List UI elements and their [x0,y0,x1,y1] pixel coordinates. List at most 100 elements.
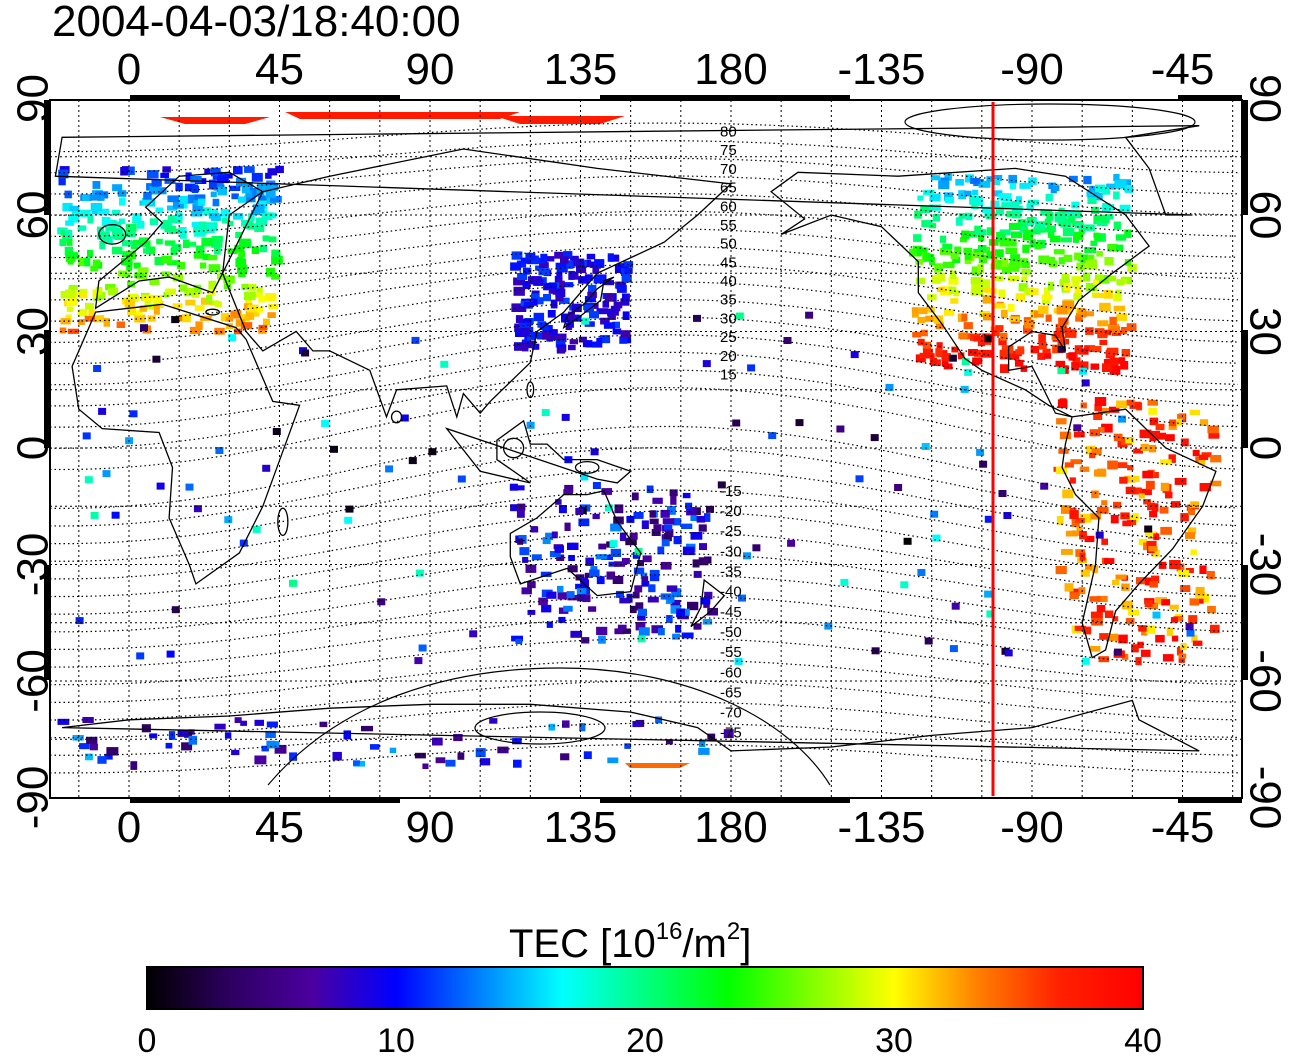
tec-sample [520,257,531,264]
tec-sample [1093,412,1103,420]
tec-sample [994,276,1003,282]
tec-sample [588,284,597,294]
tec-sample [632,591,640,599]
tec-sample [1054,215,1065,222]
tec-sample [1096,251,1103,257]
tec-sample [81,194,91,202]
tec-sample [747,364,756,372]
tec-sample [1080,569,1090,577]
tec-sample [1070,459,1082,465]
tec-sample [521,587,532,595]
top-lon-ticks: 0 45 90 135 180 -135 -90 -45 [117,45,1215,94]
tec-sample [1091,490,1099,499]
tec-sample [469,630,478,638]
tec-sample [1106,204,1114,211]
tec-sample [289,579,297,587]
tec-sample [590,448,599,456]
tec-sample [635,602,644,611]
tec-sample [170,248,178,255]
tec-sample [915,259,923,265]
tec-sample [978,180,991,188]
tec-sample [542,537,551,545]
tec-sample [1011,210,1022,219]
tec-sample [1085,327,1094,335]
tec-sample [585,557,594,566]
tec-sample [1062,300,1075,310]
tec-sample [497,746,509,754]
tec-sample [977,264,984,274]
tec-sample [518,322,531,329]
contour-label: -30 [720,543,742,560]
tec-sample [1008,174,1018,184]
tec-sample [1000,193,1012,202]
magnetic-latitude-contour [50,489,1239,562]
tec-sample [185,483,194,491]
tec-sample [344,516,353,524]
tec-sample [233,166,243,175]
tec-sample [1023,325,1033,334]
tec-sample [254,719,264,726]
tec-sample [1144,531,1157,538]
tec-sample [197,198,206,206]
tec-sample [211,236,223,242]
tec-sample [1144,577,1154,586]
tec-sample [935,321,944,330]
tec-sample [1021,268,1031,275]
tec-sample [932,534,941,542]
tec-sample [1090,363,1100,370]
tec-sample [1113,294,1122,301]
tec-sample [920,329,928,337]
contour-label: 60 [720,198,737,215]
tec-sample [918,307,928,315]
tec-sample [950,298,959,304]
tec-sample [160,172,169,179]
tec-sample [130,761,138,770]
tec-sample [1017,346,1025,352]
tec-sample [1095,531,1104,539]
tec-sample [640,572,648,580]
tec-sample [257,306,264,313]
tec-sample [152,355,161,363]
tec-sample [1084,535,1095,543]
tec-sample [1138,538,1147,546]
tec-sample [147,315,156,322]
tec-sample [195,321,203,331]
tec-sample [211,167,219,177]
tec-sample [1118,634,1128,644]
magnetic-latitude-contour [50,743,1239,774]
tec-sample [939,248,952,255]
tec-sample [80,209,91,217]
tec-sample [916,247,928,256]
tec-sample [209,300,220,306]
tec-sample [560,753,570,761]
north-pole-contour [904,103,1196,141]
tec-sample [98,407,107,415]
frame-bar [130,797,400,803]
tec-sample [927,294,937,301]
tec-sample [87,249,94,258]
tec-sample [1192,640,1203,646]
tec-sample [1101,538,1108,545]
tec-sample [993,178,1001,186]
tec-sample [66,252,79,259]
tec-sample [271,249,281,258]
tec-sample [84,257,91,267]
tec-sample [1083,175,1092,185]
tec-sample [558,616,566,623]
tec-sample [629,605,637,614]
tec-sample [1189,598,1200,606]
tec-sample [805,311,814,319]
tec-sample [156,187,167,195]
tec-sample [568,555,575,561]
magnetic-latitude-contour [50,616,1239,668]
tec-sample [704,591,713,600]
tec-sample [696,515,705,523]
colorbar-tick-label: 30 [875,1022,913,1057]
tec-sample [942,261,955,269]
tec-sample [149,185,160,195]
tec-sample [1142,470,1154,479]
tec-sample [262,235,270,242]
tec-sample [1078,348,1089,355]
tec-sample [606,571,616,580]
tec-sample [1126,519,1137,526]
